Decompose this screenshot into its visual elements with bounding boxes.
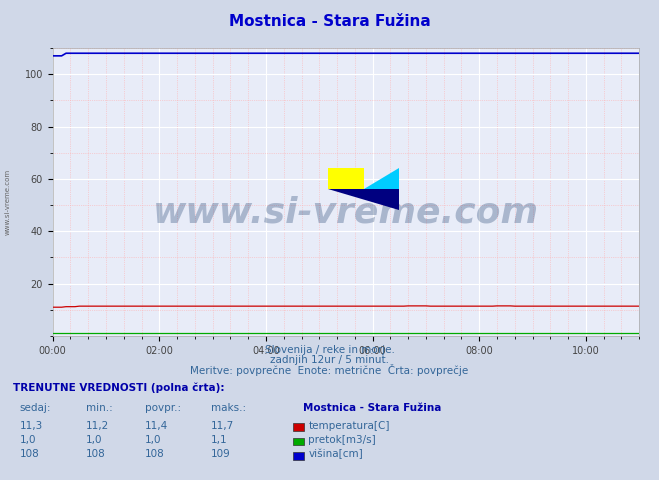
Text: sedaj:: sedaj: xyxy=(20,403,51,413)
Text: 1,0: 1,0 xyxy=(145,435,161,445)
Text: 108: 108 xyxy=(20,449,40,459)
Polygon shape xyxy=(328,190,399,210)
Text: višina[cm]: višina[cm] xyxy=(308,449,363,459)
Text: 1,0: 1,0 xyxy=(86,435,102,445)
Text: Slovenija / reke in morje.: Slovenija / reke in morje. xyxy=(264,345,395,355)
Text: maks.:: maks.: xyxy=(211,403,246,413)
Text: Mostnica - Stara Fužina: Mostnica - Stara Fužina xyxy=(229,14,430,29)
Text: 11,2: 11,2 xyxy=(86,420,109,431)
Text: temperatura[C]: temperatura[C] xyxy=(308,420,390,431)
Text: Mostnica - Stara Fužina: Mostnica - Stara Fužina xyxy=(303,403,442,413)
Text: www.si-vreme.com: www.si-vreme.com xyxy=(5,168,11,235)
Text: 11,4: 11,4 xyxy=(145,420,168,431)
Text: TRENUTNE VREDNOSTI (polna črta):: TRENUTNE VREDNOSTI (polna črta): xyxy=(13,383,225,393)
Polygon shape xyxy=(364,168,399,190)
Text: povpr.:: povpr.: xyxy=(145,403,181,413)
Text: 1,1: 1,1 xyxy=(211,435,227,445)
Text: 108: 108 xyxy=(145,449,165,459)
Text: pretok[m3/s]: pretok[m3/s] xyxy=(308,435,376,445)
Text: 1,0: 1,0 xyxy=(20,435,36,445)
Text: 11,7: 11,7 xyxy=(211,420,234,431)
Text: 11,3: 11,3 xyxy=(20,420,43,431)
Text: min.:: min.: xyxy=(86,403,113,413)
Text: 108: 108 xyxy=(86,449,105,459)
Text: Meritve: povprečne  Enote: metrične  Črta: povprečje: Meritve: povprečne Enote: metrične Črta:… xyxy=(190,364,469,376)
Text: zadnjih 12ur / 5 minut.: zadnjih 12ur / 5 minut. xyxy=(270,355,389,365)
Text: 109: 109 xyxy=(211,449,231,459)
Text: www.si-vreme.com: www.si-vreme.com xyxy=(153,195,539,229)
Bar xyxy=(328,168,364,190)
